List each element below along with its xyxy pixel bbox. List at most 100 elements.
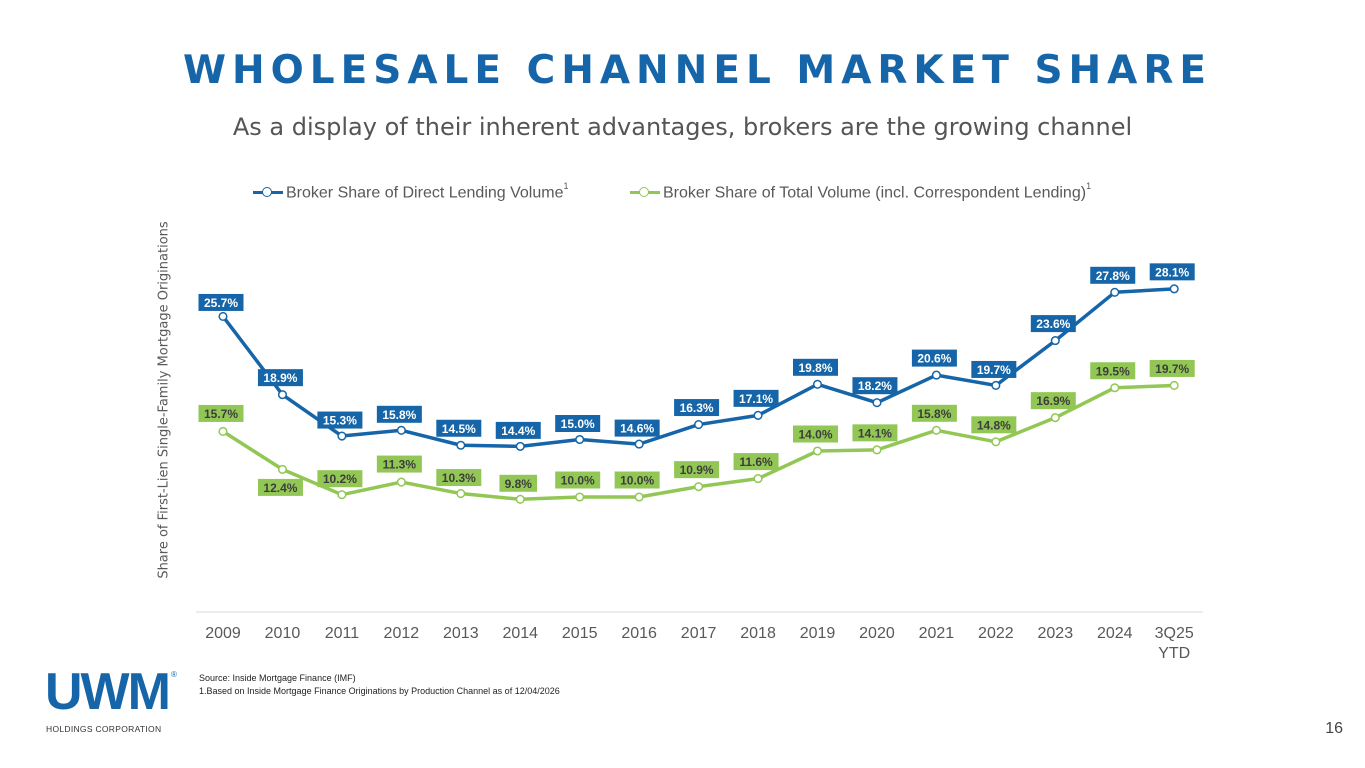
x-tick-label: 3Q25 YTD: [1155, 625, 1194, 662]
x-tick-label: 2013: [443, 625, 479, 642]
legend-footnote-total-volume: 1: [1086, 181, 1092, 191]
data-label-direct-lending: 19.7%: [977, 363, 1011, 377]
x-tick-label: 2019: [800, 625, 836, 642]
data-label-box: [614, 419, 660, 437]
x-tick-label-line: 2020: [859, 625, 895, 642]
data-point-direct-lending: [515, 441, 525, 451]
x-tick-label-line: 2022: [978, 625, 1014, 642]
data-label-box: [1030, 392, 1076, 410]
data-point-direct-lending: [1110, 287, 1120, 297]
data-label-box: [257, 478, 303, 496]
source-note: Source: Inside Mortgage Finance (IMF): [199, 673, 356, 683]
data-point-total-volume: [575, 492, 585, 502]
data-label-box: [1090, 362, 1136, 380]
x-tick-label: 2010: [265, 625, 301, 642]
data-label-box: [852, 424, 898, 442]
data-label-direct-lending: 14.6%: [620, 422, 654, 436]
x-tick-label: 2024: [1097, 625, 1133, 642]
data-label-direct-lending: 20.6%: [917, 352, 951, 366]
data-label-total-volume: 15.7%: [204, 407, 238, 421]
x-tick-label-line: 2012: [384, 625, 420, 642]
data-label-box: [911, 349, 957, 367]
data-point-direct-lending: [396, 425, 406, 435]
legend-label-total-volume: Broker Share of Total Volume (incl. Corr…: [663, 184, 1087, 202]
data-label-direct-lending: 14.4%: [501, 424, 535, 438]
legend-marker-total-volume: [639, 187, 649, 197]
legend-marker-direct-lending: [262, 187, 272, 197]
x-tick-label: 2009: [205, 625, 241, 642]
legend-label-direct-lending: Broker Share of Direct Lending Volume: [286, 184, 564, 202]
data-point-total-volume: [991, 437, 1001, 447]
data-label-direct-lending: 14.5%: [442, 422, 476, 436]
data-label-box: [376, 405, 422, 423]
data-label-box: [317, 411, 363, 429]
data-point-direct-lending: [575, 434, 585, 445]
data-label-total-volume: 19.5%: [1096, 364, 1130, 378]
data-label-box: [198, 404, 244, 422]
data-label-box: [1149, 359, 1195, 377]
data-label-total-volume: 10.0%: [620, 474, 654, 488]
data-label-direct-lending: 16.3%: [680, 401, 714, 415]
data-point-total-volume: [931, 425, 941, 435]
logo-wordmark: UWM: [45, 663, 171, 721]
x-tick-label: 2015: [562, 625, 598, 642]
data-label-box: [436, 469, 482, 487]
x-tick-label: 2017: [681, 625, 717, 642]
data-label-direct-lending: 28.1%: [1155, 265, 1189, 279]
data-label-total-volume: 10.9%: [680, 463, 714, 477]
x-tick-label-line: 3Q25: [1155, 625, 1194, 642]
data-label-total-volume: 10.3%: [442, 471, 476, 485]
data-point-total-volume: [396, 477, 406, 487]
data-point-direct-lending: [337, 431, 347, 441]
x-tick-label-line: 2015: [562, 625, 598, 642]
x-tick-label-line: 2021: [919, 625, 955, 642]
data-point-direct-lending: [812, 379, 823, 389]
x-tick-label-line: 2019: [800, 625, 836, 642]
data-label-direct-lending: 18.2%: [858, 379, 892, 393]
data-point-total-volume: [872, 445, 882, 455]
logo-subtitle: HOLDINGS CORPORATION: [46, 724, 162, 734]
data-point-direct-lending: [456, 440, 466, 450]
data-label-direct-lending: 25.7%: [204, 296, 238, 310]
data-label-box: [793, 358, 838, 376]
data-label-direct-lending: 18.9%: [263, 371, 297, 385]
x-tick-label-line: 2017: [681, 625, 717, 642]
footnotes: Source: Inside Mortgage Finance (IMF) 1.…: [199, 672, 560, 698]
x-tick-label-line: 2024: [1097, 625, 1133, 642]
data-label-box: [436, 419, 482, 437]
data-label-box: [555, 471, 601, 489]
data-label-direct-lending: 15.0%: [561, 417, 595, 431]
data-point-total-volume: [694, 482, 704, 492]
data-label-box: [674, 399, 720, 417]
data-point-direct-lending: [991, 380, 1001, 391]
x-tick-label-line: 2016: [621, 625, 657, 642]
data-label-total-volume: 10.0%: [561, 474, 595, 488]
data-label-box: [198, 293, 244, 311]
data-label-box: [499, 474, 538, 492]
data-label-total-volume: 11.3%: [383, 458, 417, 472]
data-point-direct-lending: [277, 390, 288, 400]
x-tick-label: 2022: [978, 625, 1014, 642]
data-label-box: [911, 404, 957, 422]
data-label-total-volume: 10.2%: [323, 472, 357, 486]
data-point-direct-lending: [634, 439, 644, 449]
data-label-box: [317, 470, 363, 488]
data-label-box: [852, 377, 898, 395]
logo-registered-mark: ®: [171, 670, 177, 679]
data-label-box: [495, 421, 541, 439]
data-label-box: [971, 360, 1017, 378]
data-label-total-volume: 14.8%: [977, 418, 1011, 432]
x-tick-label-line: 2011: [325, 625, 360, 642]
data-point-direct-lending: [694, 420, 704, 430]
x-tick-label: 2014: [502, 625, 538, 642]
data-label-box: [1090, 266, 1136, 284]
data-point-total-volume: [1050, 413, 1060, 423]
x-tick-label: 2023: [1038, 625, 1074, 642]
x-tick-label: 2021: [919, 625, 955, 642]
data-point-direct-lending: [753, 410, 763, 420]
x-tick-label-line: 2018: [740, 625, 776, 642]
company-logo: UWM ® HOLDINGS CORPORATION: [45, 663, 180, 734]
x-tick-label: 2016: [621, 625, 657, 642]
data-label-direct-lending: 19.8%: [798, 361, 832, 375]
